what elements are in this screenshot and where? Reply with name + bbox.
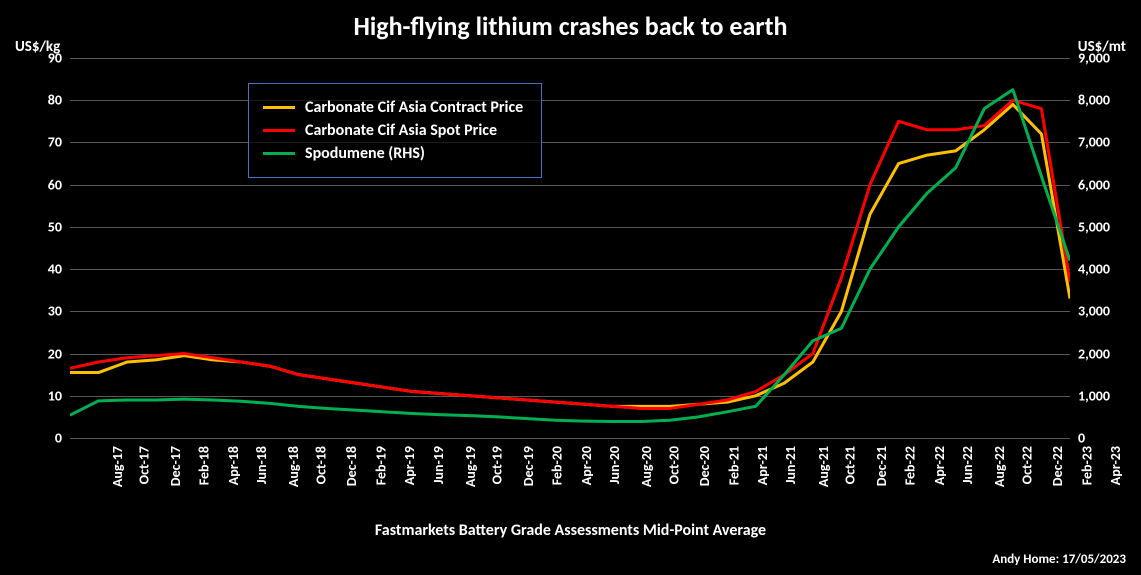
x-tick: Feb-21 bbox=[725, 446, 742, 485]
x-tick: Aug-20 bbox=[639, 446, 656, 487]
gridline bbox=[70, 438, 1070, 439]
x-tick: Feb-18 bbox=[196, 446, 213, 485]
y-tick-right: 5,000 bbox=[1078, 218, 1133, 235]
x-tick: Dec-21 bbox=[873, 446, 890, 486]
chart-lines bbox=[70, 58, 1070, 438]
y-tick-left: 30 bbox=[32, 303, 62, 320]
y-tick-right: 8,000 bbox=[1078, 92, 1133, 109]
x-tick: Aug-19 bbox=[462, 446, 479, 487]
series-line bbox=[70, 90, 1070, 422]
x-tick: Apr-22 bbox=[931, 446, 948, 485]
x-tick: Apr-19 bbox=[401, 446, 418, 485]
y-tick-right: 6,000 bbox=[1078, 176, 1133, 193]
x-tick: Jun-21 bbox=[783, 446, 800, 484]
y-tick-right: 2,000 bbox=[1078, 345, 1133, 362]
legend-label: Spodumene (RHS) bbox=[305, 144, 425, 163]
x-tick: Apr-21 bbox=[754, 446, 771, 485]
y-tick-right: 9,000 bbox=[1078, 50, 1133, 67]
y-tick-left: 90 bbox=[32, 50, 62, 67]
y-tick-left: 60 bbox=[32, 176, 62, 193]
x-tick: Apr-20 bbox=[578, 446, 595, 485]
x-tick: Feb-22 bbox=[901, 446, 918, 485]
x-tick: Jun-20 bbox=[606, 446, 623, 484]
x-tick: Oct-19 bbox=[489, 446, 506, 484]
x-tick: Oct-17 bbox=[136, 446, 153, 484]
x-tick: Apr-18 bbox=[225, 446, 242, 485]
x-tick: Feb-23 bbox=[1078, 446, 1095, 485]
chart-title: High-flying lithium crashes back to eart… bbox=[0, 10, 1141, 42]
legend-label: Carbonate Cif Asia Spot Price bbox=[305, 121, 497, 140]
x-tick: Aug-21 bbox=[815, 446, 832, 487]
x-tick: Oct-21 bbox=[842, 446, 859, 484]
chart-credit: Andy Home: 17/05/2023 bbox=[992, 552, 1126, 567]
y-tick-right: 4,000 bbox=[1078, 261, 1133, 278]
x-tick: Dec-22 bbox=[1049, 446, 1066, 486]
x-tick: Aug-22 bbox=[991, 446, 1008, 487]
x-axis-label: Fastmarkets Battery Grade Assessments Mi… bbox=[0, 521, 1141, 540]
y-tick-left: 40 bbox=[32, 261, 62, 278]
x-tick: Jun-18 bbox=[253, 446, 270, 484]
y-tick-left: 70 bbox=[32, 134, 62, 151]
x-tick: Dec-18 bbox=[344, 446, 361, 486]
y-tick-left: 20 bbox=[32, 345, 62, 362]
legend-item: Carbonate Cif Asia Contract Price bbox=[263, 98, 523, 117]
x-tick: Dec-17 bbox=[167, 446, 184, 486]
x-tick: Aug-17 bbox=[109, 446, 126, 487]
y-tick-right: 1,000 bbox=[1078, 387, 1133, 404]
legend-swatch bbox=[263, 152, 295, 155]
x-tick: Jun-19 bbox=[430, 446, 447, 484]
y-tick-right: 0 bbox=[1078, 430, 1133, 447]
x-tick: Apr-23 bbox=[1107, 446, 1124, 485]
x-tick: Oct-18 bbox=[312, 446, 329, 484]
series-line bbox=[70, 100, 1070, 408]
chart-legend: Carbonate Cif Asia Contract Price Carbona… bbox=[248, 83, 542, 178]
x-tick: Oct-22 bbox=[1018, 446, 1035, 484]
legend-label: Carbonate Cif Asia Contract Price bbox=[305, 98, 523, 117]
legend-swatch bbox=[263, 106, 295, 109]
chart-plot-area: 00101,000202,000303,000404,000505,000606… bbox=[70, 58, 1070, 438]
y-tick-left: 80 bbox=[32, 92, 62, 109]
legend-item: Carbonate Cif Asia Spot Price bbox=[263, 121, 523, 140]
x-tick: Aug-18 bbox=[286, 446, 303, 487]
y-tick-right: 7,000 bbox=[1078, 134, 1133, 151]
x-tick: Feb-19 bbox=[372, 446, 389, 485]
x-tick: Oct-20 bbox=[665, 446, 682, 484]
legend-swatch bbox=[263, 129, 295, 132]
x-tick: Dec-19 bbox=[520, 446, 537, 486]
x-tick: Dec-20 bbox=[696, 446, 713, 486]
y-tick-left: 50 bbox=[32, 218, 62, 235]
x-tick: Feb-20 bbox=[548, 446, 565, 485]
series-line bbox=[70, 104, 1070, 406]
x-tick: Jun-22 bbox=[959, 446, 976, 484]
y-tick-left: 10 bbox=[32, 387, 62, 404]
y-tick-left: 0 bbox=[32, 430, 62, 447]
legend-item: Spodumene (RHS) bbox=[263, 144, 523, 163]
y-tick-right: 3,000 bbox=[1078, 303, 1133, 320]
